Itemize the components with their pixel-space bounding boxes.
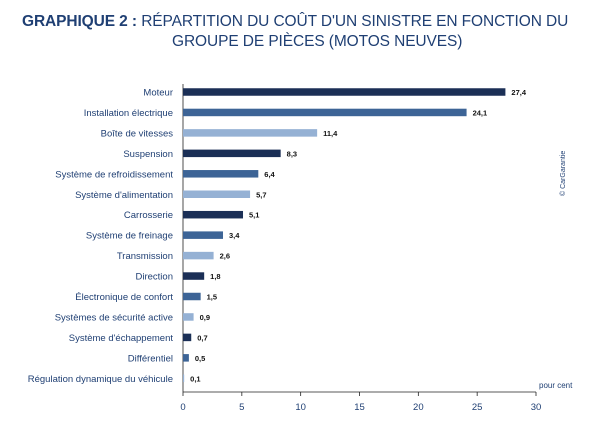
value-label-1: 27,4: [511, 88, 526, 97]
chart-title: GRAPHIQUE 2 : RÉPARTITION DU COÛT D'UN S…: [22, 12, 582, 52]
bar-8: [183, 231, 224, 239]
x-tick-label-7: 30: [531, 402, 542, 413]
bar-1: [183, 88, 506, 96]
category-label-4: Suspension: [123, 149, 173, 160]
value-label-6: 5,7: [256, 190, 266, 199]
category-label-15: Régulation dynamique du véhicule: [28, 374, 173, 385]
bar-4: [183, 149, 281, 158]
bar-14: [183, 354, 189, 362]
chart-title-label: GRAPHIQUE 2 :: [22, 13, 137, 30]
bar-5: [183, 170, 259, 178]
x-tick-label-4: 15: [354, 402, 365, 413]
value-label-8: 3,4: [229, 231, 240, 240]
category-label-3: Boîte de vitesses: [101, 128, 174, 139]
bar-12: [183, 313, 194, 321]
bar-6: [183, 190, 251, 198]
category-label-10: Direction: [136, 272, 174, 283]
bar-10: [183, 272, 205, 280]
value-label-2: 24,1: [473, 108, 488, 117]
value-label-13: 0,7: [197, 333, 207, 342]
category-label-2: Installation électrique: [84, 108, 173, 119]
value-label-10: 1,8: [210, 272, 220, 281]
x-axis-unit-label: pour cent: [539, 381, 573, 390]
chart-title-line1: RÉPARTITION DU COÛT D'UN SINISTRE EN FON…: [141, 13, 569, 30]
bar-3: [183, 129, 318, 137]
x-tick-label-6: 25: [472, 402, 483, 413]
bar-2: [183, 108, 467, 117]
value-label-15: 0,1: [190, 374, 200, 383]
chart-title-line2: GROUPE DE PIÈCES (MOTOS NEUVES): [172, 33, 463, 50]
category-label-5: Système de refroidissement: [55, 169, 173, 180]
category-label-7: Carrosserie: [124, 210, 173, 221]
value-label-11: 1,5: [207, 293, 217, 302]
category-label-13: Système d'échappement: [69, 333, 174, 344]
x-tick-label-2: 5: [239, 402, 244, 413]
x-tick-label-5: 20: [413, 402, 424, 413]
bar-15: [183, 374, 185, 383]
bar-13: [183, 333, 192, 342]
category-label-12: Systèmes de sécurité active: [55, 312, 173, 323]
copyright-note: © CarGarantie: [560, 150, 567, 196]
value-label-3: 11,4: [323, 129, 338, 138]
category-label-14: Différentiel: [128, 353, 173, 364]
bar-7: [183, 210, 244, 219]
category-label-9: Transmission: [117, 251, 173, 262]
category-label-1: Moteur: [143, 88, 173, 99]
category-label-6: Système d'alimentation: [75, 190, 173, 201]
value-label-12: 0,9: [200, 313, 210, 322]
category-label-8: Système de freinage: [86, 231, 173, 242]
value-label-7: 5,1: [249, 211, 259, 220]
value-label-4: 8,3: [287, 149, 297, 158]
value-label-5: 6,4: [264, 170, 275, 179]
x-tick-label-3: 10: [295, 402, 306, 413]
bar-11: [183, 292, 201, 301]
value-label-9: 2,6: [220, 252, 230, 261]
category-label-11: Électronique de confort: [75, 292, 173, 303]
x-tick-label-1: 0: [180, 402, 185, 413]
value-label-14: 0,5: [195, 354, 205, 363]
bar-9: [183, 251, 214, 260]
